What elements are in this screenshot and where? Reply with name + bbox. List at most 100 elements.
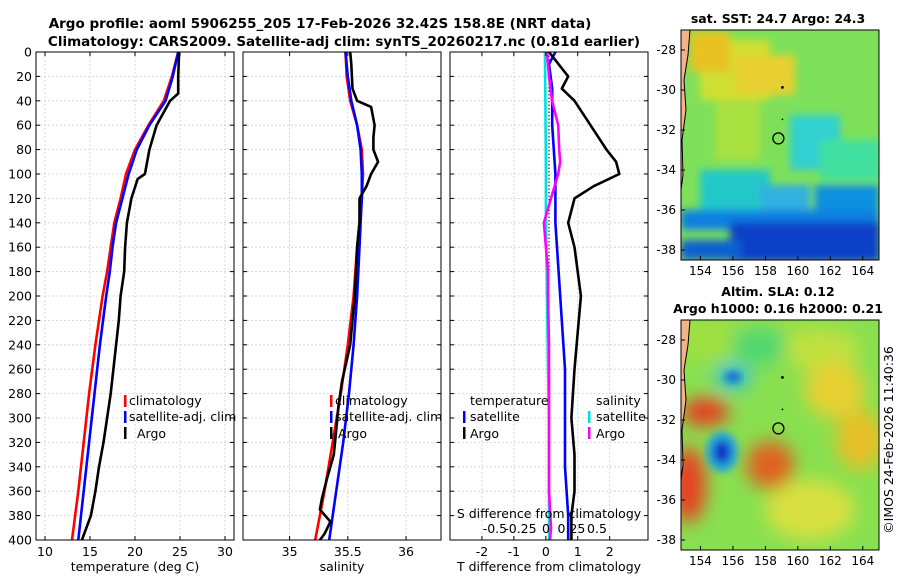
- sst-map-ticks: 154 156 158 160 162 164 -28 -30 -32 -34 -36 -38: [656, 43, 874, 278]
- lat-tick-label: -32: [656, 123, 676, 137]
- figure-title-line2: Climatology: CARS2009. Satellite-adj cli…: [48, 34, 640, 50]
- x-tick-label: 25: [172, 544, 188, 559]
- sst-map-title: sat. SST: 24.7 Argo: 24.3: [691, 11, 865, 26]
- depth-tick-label: 220: [8, 313, 32, 328]
- depth-tick-label: 160: [8, 240, 32, 255]
- difference-ticks: -2 -1 0 1 2: [450, 51, 648, 559]
- x-tick-label: 35.5: [334, 544, 362, 559]
- lon-tick-label: 156: [721, 264, 744, 278]
- s-diff-tick-label: 0.25: [558, 521, 586, 536]
- legend-t-argo-swatch: [463, 427, 466, 439]
- x-tick-label: 35: [282, 544, 298, 559]
- lat-tick-label: -28: [656, 333, 676, 347]
- legend-climatology: climatology: [129, 393, 202, 408]
- sst-map-frame: [680, 29, 880, 261]
- depth-tick-label: 260: [8, 362, 32, 377]
- x-tick-label: 15: [82, 544, 98, 559]
- temperature-legend: climatology satellite-adj. clim Argo: [124, 393, 236, 441]
- x-tick-label: 36: [398, 544, 414, 559]
- legend-argo: Argo: [338, 426, 367, 441]
- series-line-salinity-argo: [542, 51, 562, 541]
- legend-climatology: climatology: [335, 393, 408, 408]
- legend-s-argo: Argo: [596, 426, 625, 441]
- depth-tick-label: 0: [24, 45, 32, 60]
- lat-tick-label: -32: [656, 413, 676, 427]
- series-line-temperature-satellite: [547, 51, 570, 540]
- depth-tick-label: 80: [16, 142, 32, 157]
- legend-t-satellite-swatch: [463, 411, 466, 423]
- legend-t-argo: Argo: [470, 426, 499, 441]
- depth-tick-labels: 0 20 40 60 80 100 120 140 160 180 200 220 240 260 280 3…: [8, 45, 32, 548]
- x-tick-label: 1: [574, 544, 582, 559]
- depth-tick-label: 280: [8, 386, 32, 401]
- series-line-satellite-adj-clim: [77, 51, 180, 541]
- legend-climatology-swatch: [124, 395, 127, 407]
- depth-tick-label: 240: [8, 337, 32, 352]
- depth-tick-label: 360: [8, 484, 32, 499]
- lon-tick-label: 154: [689, 554, 712, 568]
- prior-location-dot: [781, 408, 784, 411]
- legend-argo-swatch: [124, 427, 127, 439]
- legend-s-argo-swatch: [588, 427, 591, 439]
- legend-climatology-swatch: [330, 395, 333, 407]
- s-diff-tick-label: -0.25: [504, 521, 536, 536]
- depth-tick-label: 300: [8, 411, 32, 426]
- lat-tick-label: -38: [656, 243, 676, 257]
- depth-tick-label: 380: [8, 508, 32, 523]
- legend-argo-swatch: [330, 427, 333, 439]
- x-tick-label: 20: [127, 544, 143, 559]
- lon-tick-label: 156: [721, 554, 744, 568]
- salinity-ticks: 35 35.5 36: [243, 51, 441, 559]
- salinity-grid: [243, 51, 441, 541]
- sst-map-panel: sat. SST: 24.7 Argo: 24.3 154 156 158 160 16…: [656, 11, 880, 278]
- depth-tick-label: 140: [8, 215, 32, 230]
- sla-map-frame: [680, 319, 880, 551]
- lon-tick-label: 154: [689, 264, 712, 278]
- x-tick-label: -1: [508, 544, 520, 559]
- legend-argo: Argo: [137, 426, 166, 441]
- x-tick-label: 0: [542, 544, 550, 559]
- x-tick-label: 10: [37, 544, 53, 559]
- sla-map-subtitle: Argo h1000: 0.16 h2000: 0.21: [673, 301, 883, 316]
- sla-map-panel: Altim. SLA: 0.12 Argo h1000: 0.16 h2000:…: [656, 284, 883, 568]
- temperature-ticks: 10 15 20 25 30: [36, 51, 234, 559]
- depth-tick-label: 340: [8, 459, 32, 474]
- lat-tick-label: -28: [656, 43, 676, 57]
- lat-tick-label: -30: [656, 373, 676, 387]
- legend-satellite-adj-clim: satellite-adj. clim: [129, 409, 236, 424]
- sla-heatmap: [681, 320, 879, 550]
- salinity-panel: 35 35.5 36 salinity climatology satellite-…: [242, 51, 442, 574]
- depth-tick-label: 40: [16, 93, 32, 108]
- lon-tick-label: 162: [819, 264, 842, 278]
- legend-satellite-adj-clim: satellite-adj. clim: [335, 409, 442, 424]
- lat-tick-label: -34: [656, 163, 676, 177]
- x-tick-label: -2: [476, 544, 488, 559]
- sla-argo-marker: [772, 376, 785, 435]
- salinity-xlabel: salinity: [320, 559, 365, 574]
- salinity-series: [313, 51, 380, 541]
- argo-location-circle: [772, 422, 785, 435]
- series-line-argo: [318, 51, 380, 541]
- sst-heatmap: [681, 30, 879, 260]
- s-difference-label: S difference from climatology: [457, 506, 642, 521]
- difference-panel: -2 -1 0 1 2 -0.5-0.25 0 0.25 0.5 S difference f…: [449, 51, 649, 574]
- temperature-grid: [36, 51, 234, 541]
- lon-tick-label: 164: [851, 264, 874, 278]
- sla-map-title: Altim. SLA: 0.12: [721, 284, 834, 299]
- depth-tick-label: 400: [8, 533, 32, 548]
- lat-tick-label: -36: [656, 203, 676, 217]
- imos-watermark: ©IMOS 24-Feb-2026 11:40:36: [881, 346, 896, 534]
- depth-tick-label: 200: [8, 289, 32, 304]
- salinity-diff-ticks: -0.5-0.25 0 0.25 0.5: [483, 521, 607, 536]
- prior-location-dot: [781, 118, 784, 121]
- depth-tick-label: 60: [16, 118, 32, 133]
- salinity-legend: climatology satellite-adj. clim Argo: [330, 393, 442, 441]
- s-diff-tick-label: 0: [542, 521, 550, 536]
- x-tick-label: 2: [606, 544, 614, 559]
- lon-tick-label: 158: [754, 554, 777, 568]
- temperature-panel: 10 15 20 25 30 0 20 40 60 80 100 120 140 160 180 200 22…: [8, 45, 236, 575]
- legend-temperature-title: temperature: [470, 393, 549, 408]
- lon-tick-label: 164: [851, 554, 874, 568]
- difference-legend: temperature satellite Argo salinity sate…: [463, 393, 646, 441]
- figure-title-line1: Argo profile: aoml 5906255_205 17-Feb-20…: [49, 16, 592, 32]
